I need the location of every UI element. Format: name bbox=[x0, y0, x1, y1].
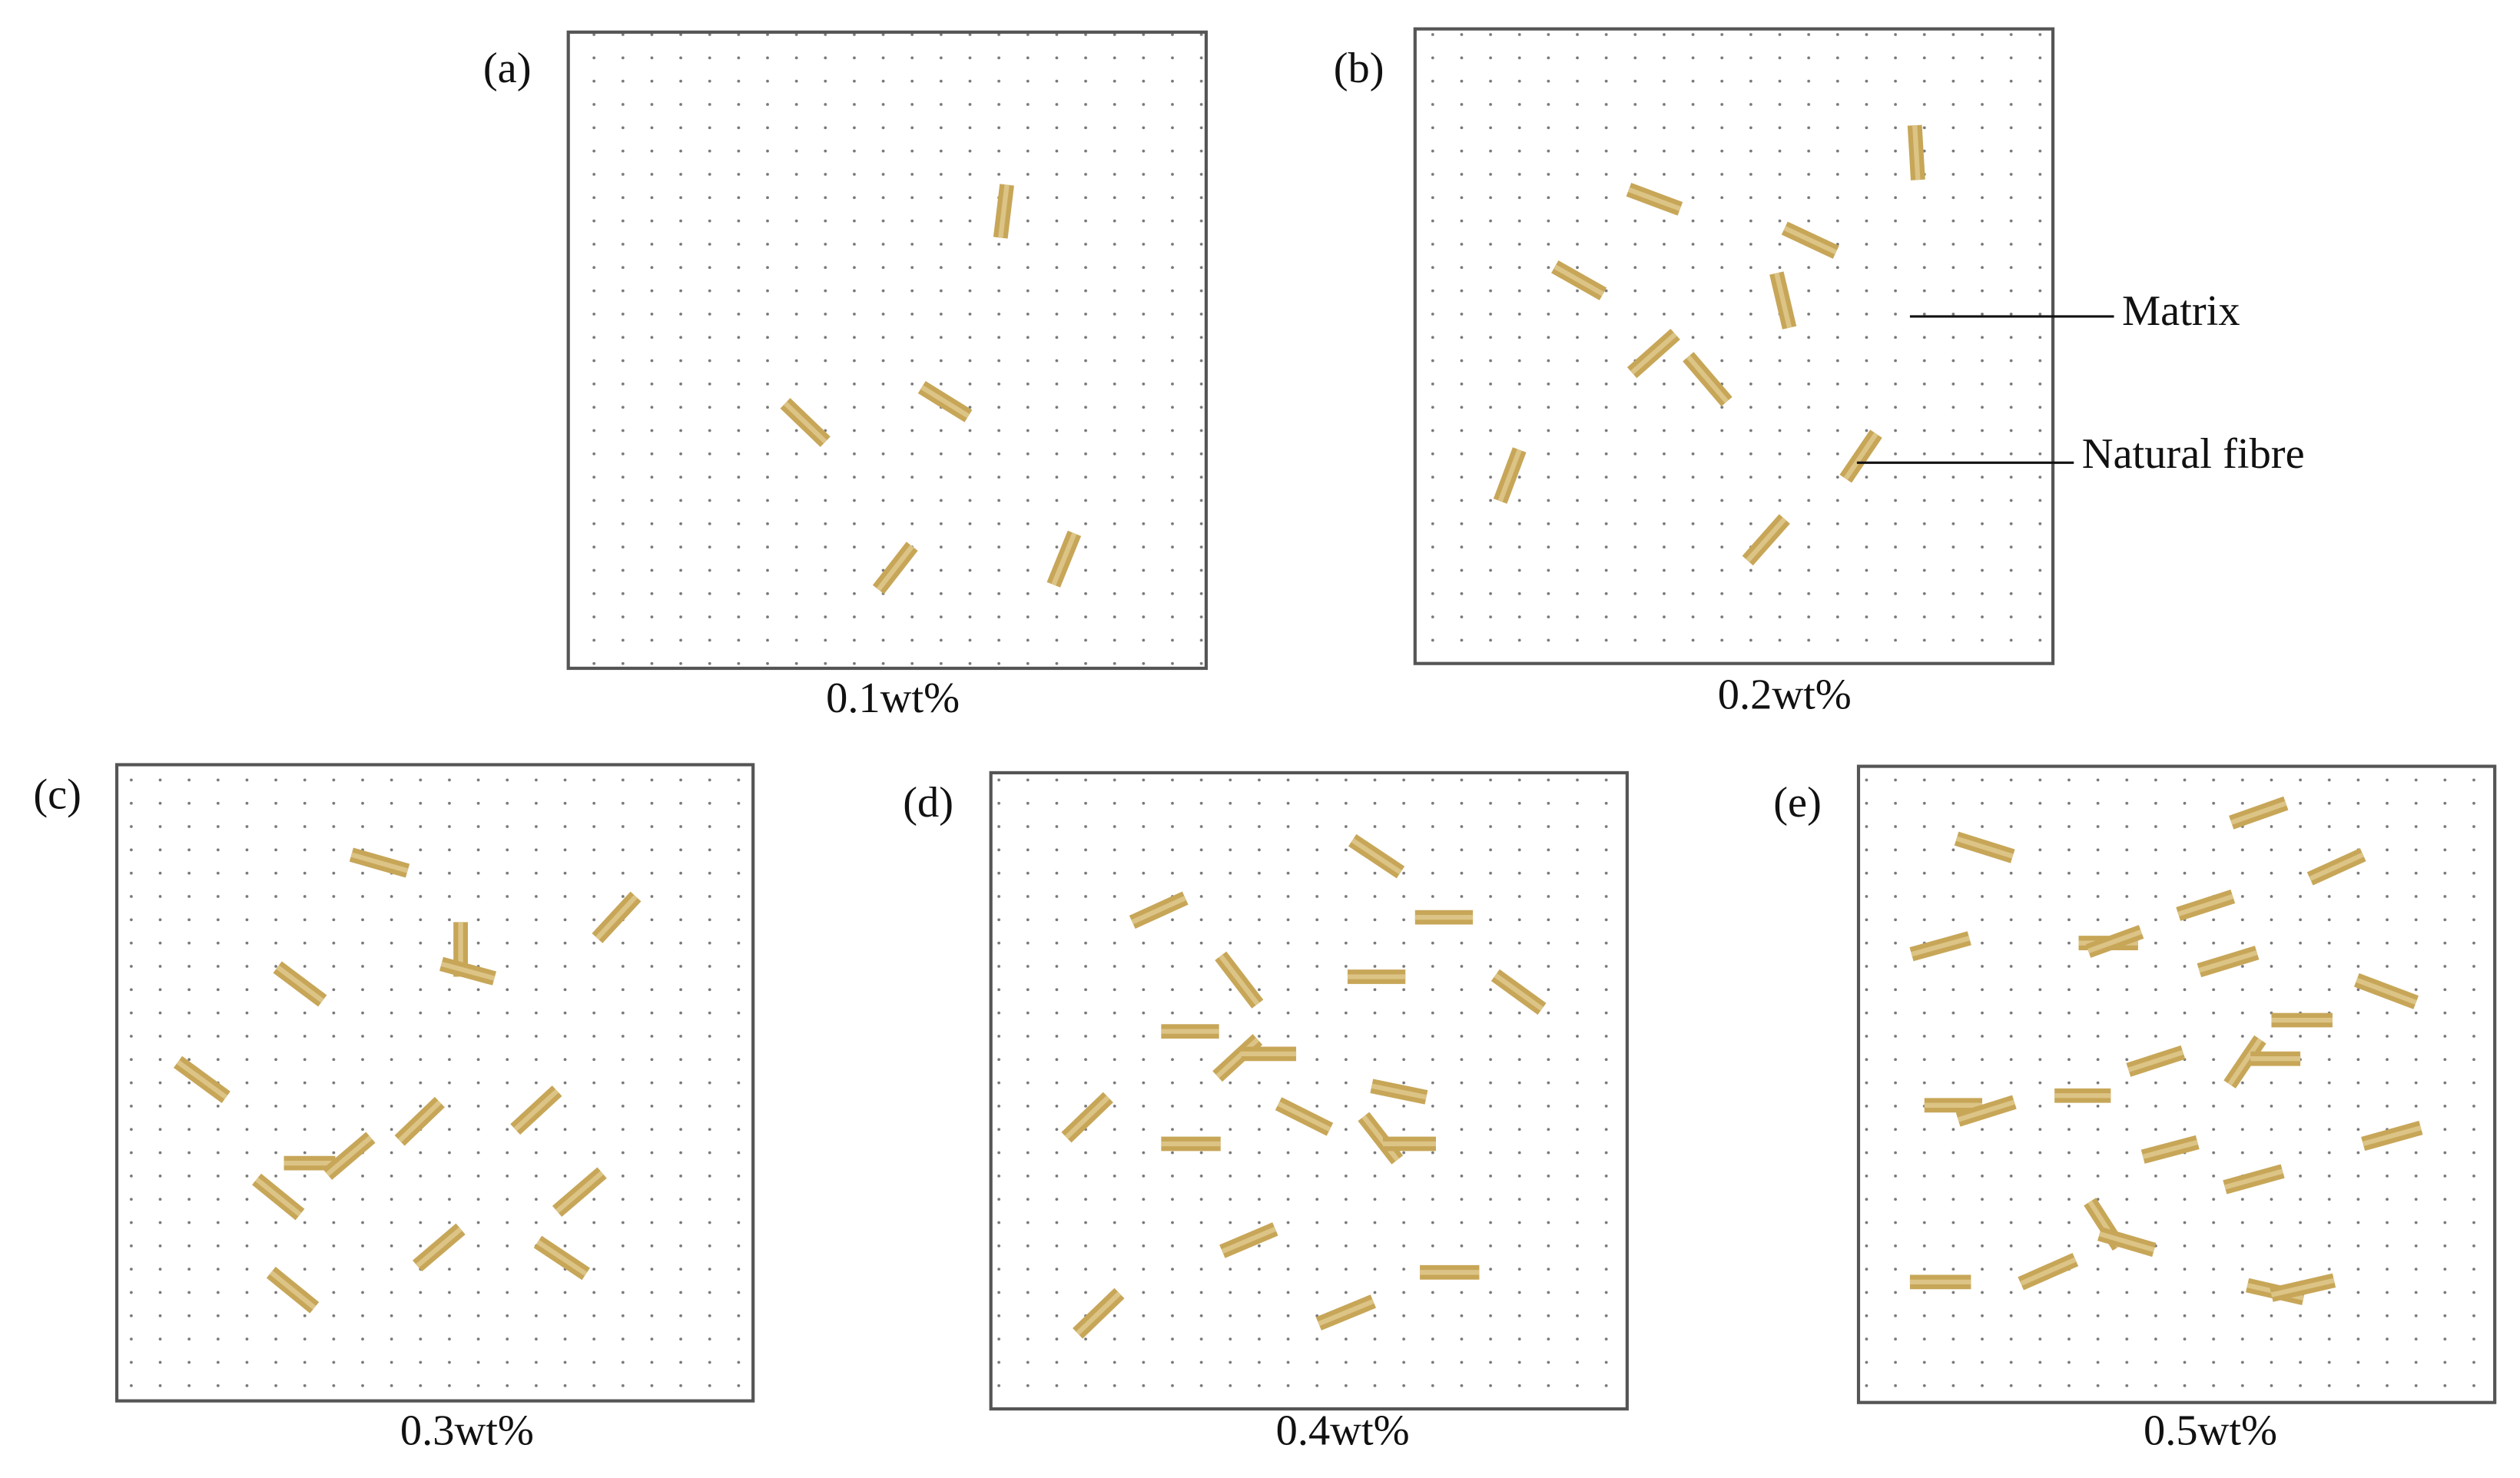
fibre-highlight bbox=[876, 545, 914, 592]
annotation: Matrix bbox=[2122, 287, 2240, 335]
panel-label: (e) bbox=[1773, 779, 1822, 827]
fibre-highlight bbox=[350, 852, 409, 873]
fibre-highlight bbox=[254, 1177, 302, 1217]
fibre-highlight bbox=[1497, 449, 1522, 502]
fibre-highlight bbox=[1219, 954, 1260, 1006]
panel-caption: 0.4wt% bbox=[1276, 1407, 1410, 1454]
fibre-highlight bbox=[920, 385, 970, 419]
fibre-highlight bbox=[2019, 1257, 2077, 1286]
fibre-highlight bbox=[513, 1089, 559, 1132]
fibre-highlight bbox=[2227, 1038, 2263, 1086]
fibre-highlight bbox=[1064, 1095, 1110, 1139]
fibre-highlight bbox=[1957, 1099, 2015, 1122]
fibre-highlight bbox=[2127, 1049, 2184, 1072]
fibre-highlight bbox=[2177, 893, 2234, 916]
fibre-highlight bbox=[1774, 272, 1792, 329]
fibre-highlight bbox=[2098, 1231, 2155, 1253]
panel-label: (a) bbox=[483, 45, 532, 92]
fibre-highlight bbox=[276, 965, 324, 1003]
fibre-highlight bbox=[998, 184, 1010, 238]
panel-label: (c) bbox=[33, 770, 81, 818]
fibre-highlight bbox=[2087, 930, 2143, 954]
fibre-highlight bbox=[595, 894, 638, 940]
fibre-highlight bbox=[440, 961, 496, 981]
fibre-highlight bbox=[2142, 1139, 2199, 1159]
fibre-highlight bbox=[416, 1227, 463, 1268]
fibre-highlight bbox=[2356, 977, 2417, 1005]
fibre-highlight bbox=[1911, 936, 1971, 957]
fibre-highlight bbox=[2362, 1125, 2422, 1147]
fibre-highlight bbox=[2230, 800, 2287, 825]
fibre-highlight bbox=[2270, 1278, 2335, 1297]
fibre-highlight bbox=[1783, 226, 1838, 255]
fibre-highlight bbox=[1553, 264, 1605, 297]
fibre-highlight bbox=[1912, 124, 1921, 181]
panel-caption: 0.1wt% bbox=[826, 674, 960, 722]
matrix-panel bbox=[989, 770, 1629, 1411]
panel-caption: 0.3wt% bbox=[400, 1407, 534, 1454]
fibre-highlight bbox=[1351, 838, 1402, 875]
annotation: Natural fibre bbox=[2082, 430, 2305, 478]
matrix-panel bbox=[1413, 27, 2055, 665]
fibre-highlight bbox=[1076, 1291, 1122, 1336]
fibre-highlight bbox=[1630, 332, 1677, 375]
fibre-highlight bbox=[1686, 355, 1729, 403]
fibre-highlight bbox=[1494, 973, 1544, 1011]
fibre-highlight bbox=[1051, 532, 1077, 586]
fibre-highlight bbox=[2198, 950, 2258, 973]
panel-caption: 0.5wt% bbox=[2144, 1407, 2277, 1454]
fibre-highlight bbox=[1131, 896, 1187, 925]
matrix-panel bbox=[566, 30, 1209, 671]
fibre-highlight bbox=[1627, 187, 1681, 211]
fibre-highlight bbox=[325, 1135, 373, 1177]
fibre-highlight bbox=[1215, 1037, 1259, 1079]
fibre-highlight bbox=[1843, 432, 1878, 480]
fibre-highlight bbox=[269, 1270, 317, 1310]
fibre-highlight bbox=[1361, 1115, 1400, 1162]
fibre-highlight bbox=[2309, 852, 2364, 881]
matrix-panel bbox=[1856, 764, 2497, 1404]
fibre-highlight bbox=[1746, 517, 1787, 562]
fibre-highlight bbox=[1371, 1083, 1427, 1100]
fibre-highlight bbox=[1221, 1226, 1277, 1254]
panel-caption: 0.2wt% bbox=[1718, 671, 1852, 719]
panel-label: (d) bbox=[903, 779, 953, 827]
fibre-highlight bbox=[176, 1059, 228, 1099]
fibre-highlight bbox=[1318, 1299, 1374, 1327]
fibre-highlight bbox=[397, 1100, 442, 1143]
fibre-highlight bbox=[555, 1171, 604, 1214]
fibre-highlight bbox=[1277, 1101, 1331, 1132]
fibre-highlight bbox=[536, 1239, 588, 1277]
matrix-panel bbox=[114, 763, 755, 1403]
fibre-highlight bbox=[2223, 1168, 2283, 1190]
fibre-highlight bbox=[1955, 836, 2014, 859]
panel-label: (b) bbox=[1334, 45, 1384, 92]
fibre-highlight bbox=[783, 401, 827, 444]
